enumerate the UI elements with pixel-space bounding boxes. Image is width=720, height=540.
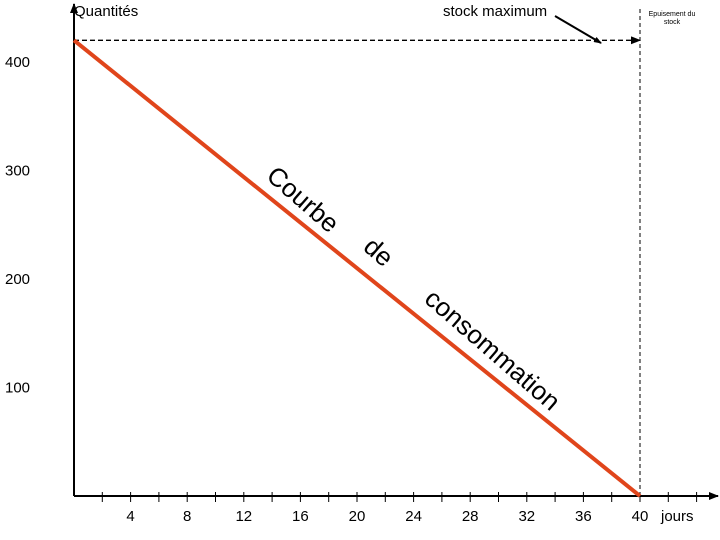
x-tick-label: 28 (462, 508, 479, 525)
x-tick-label: 40 (632, 508, 649, 525)
y-axis-label: Quantités (74, 3, 138, 20)
y-tick-label: 400 (5, 54, 30, 71)
x-tick-label: 20 (349, 508, 366, 525)
stock-maximum-arrow (554, 15, 602, 44)
consumption-curve-line (72, 38, 642, 498)
y-tick-label: 300 (5, 163, 30, 180)
x-tick-group: 4 8 12 16 20 24 28 32 36 40 (101, 492, 698, 525)
curve-word-de: de (358, 231, 400, 273)
stock-out-label-line1: Epuisement du (649, 11, 696, 18)
y-tick-label: 100 (5, 380, 30, 397)
x-tick-label: 8 (183, 508, 191, 525)
stock-out-label-line2: stock (664, 19, 681, 26)
x-tick-label: 32 (518, 508, 535, 525)
x-axis-label: jours (660, 508, 694, 525)
x-tick-label: 36 (575, 508, 592, 525)
curve-word-consommation: consommation (419, 283, 566, 417)
x-tick-label: 4 (126, 508, 134, 525)
x-tick-label: 16 (292, 508, 309, 525)
x-tick-label: 12 (235, 508, 252, 525)
y-tick-label: 200 (5, 271, 30, 288)
x-tick-label: 24 (405, 508, 422, 525)
y-tick-group: 100 200 300 400 (5, 54, 30, 397)
stock-maximum-label: stock maximum (443, 3, 547, 20)
